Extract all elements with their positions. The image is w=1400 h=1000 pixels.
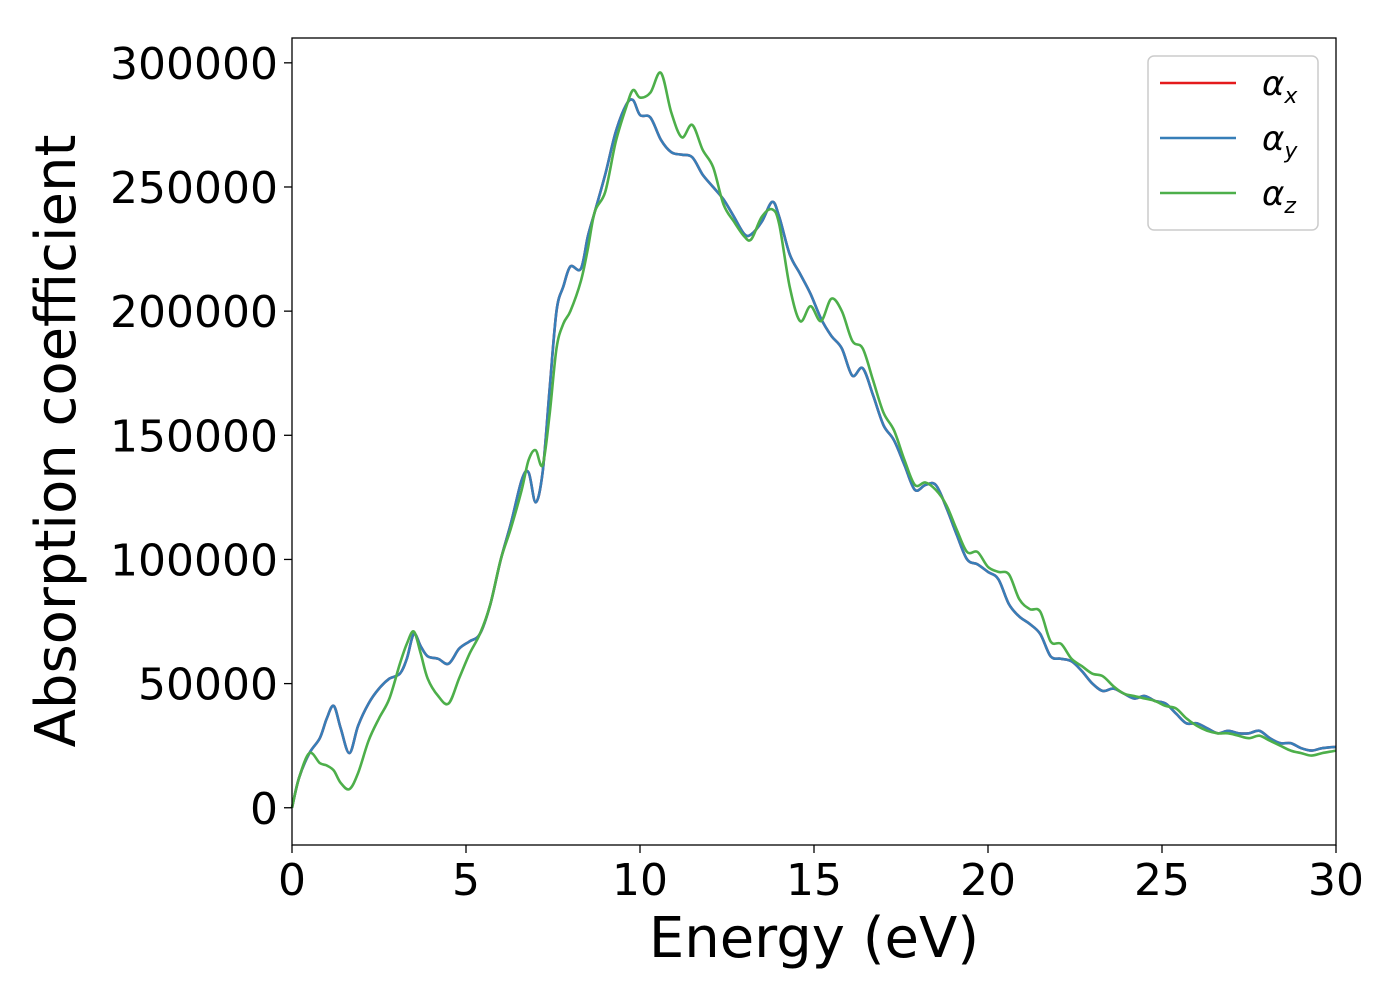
y-tick-label: 50000 — [138, 660, 278, 711]
x-tick-label: 5 — [452, 855, 480, 906]
legend-label-x: αx — [1262, 64, 1298, 109]
x-tick-label: 15 — [786, 855, 842, 906]
legend: αx αy αz — [1147, 55, 1319, 231]
x-axis-ticks: 0 5 10 15 20 25 30 — [278, 845, 1364, 906]
y-axis-title: Absorption coefficient — [24, 135, 89, 748]
y-tick-label: 300000 — [110, 39, 278, 90]
legend-box — [1147, 55, 1319, 231]
y-axis-ticks: 0 50000 100000 150000 200000 250000 300000 — [110, 39, 292, 835]
y-tick-label: 100000 — [110, 535, 278, 586]
y-tick-label: 250000 — [110, 163, 278, 214]
y-tick-label: 150000 — [110, 411, 278, 462]
series-layer — [290, 71, 1337, 809]
legend-label-y: αy — [1262, 119, 1298, 164]
x-tick-label: 10 — [612, 855, 668, 906]
legend-label-z: αz — [1262, 174, 1296, 219]
x-tick-label: 0 — [278, 855, 306, 906]
x-tick-label: 20 — [960, 855, 1016, 906]
x-tick-label: 30 — [1308, 855, 1364, 906]
y-tick-label: 200000 — [110, 287, 278, 338]
series-line-z — [290, 71, 1337, 809]
y-tick-label: 0 — [250, 784, 278, 835]
x-tick-label: 25 — [1134, 855, 1190, 906]
x-axis-title: Energy (eV) — [649, 906, 979, 971]
series-line-y — [290, 98, 1337, 809]
